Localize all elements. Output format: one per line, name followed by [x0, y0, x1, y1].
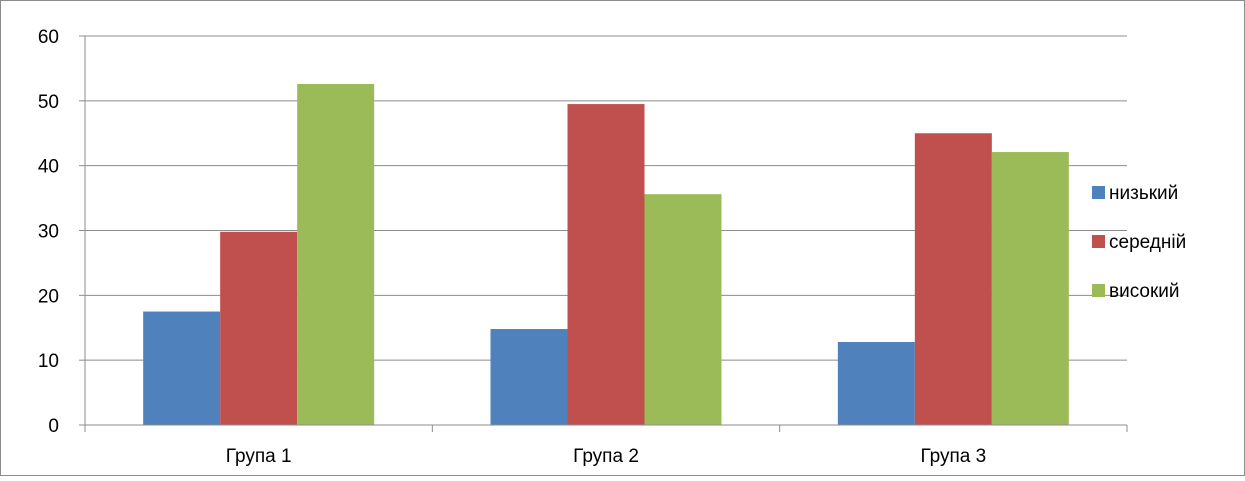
- bar-3-3: [991, 152, 1069, 425]
- y-tick-label: 20: [38, 286, 59, 307]
- legend-label: низький: [1109, 183, 1178, 204]
- y-tick-label: 0: [48, 416, 59, 437]
- x-tick-label: Група 2: [573, 446, 639, 467]
- bar-1-3: [297, 83, 375, 425]
- legend-swatch: [1092, 284, 1105, 297]
- bar-3-2: [914, 133, 992, 425]
- legend-label: середній: [1109, 232, 1186, 253]
- bar-1-1: [143, 311, 221, 425]
- bar-1-2: [220, 231, 298, 425]
- y-tick-label: 40: [38, 157, 59, 178]
- bar-2-3: [644, 194, 722, 425]
- y-tick-label: 30: [38, 222, 59, 243]
- y-tick-label: 10: [38, 351, 59, 372]
- y-tick-labels: 0 10 20 30 40 50 60: [38, 27, 59, 437]
- x-tick-labels: Група 1 Група 2 Група 3: [226, 446, 986, 467]
- bar-2-1: [490, 329, 568, 425]
- legend-swatch: [1092, 186, 1105, 199]
- bar-2-2: [567, 104, 645, 425]
- y-tick-label: 50: [38, 92, 59, 113]
- bar-3-1: [837, 342, 915, 425]
- legend-swatch: [1092, 235, 1105, 248]
- legend: низький середній високий: [1092, 183, 1186, 302]
- x-tick-label: Група 3: [920, 446, 986, 467]
- axes: [79, 35, 1128, 432]
- bars: [143, 83, 1069, 425]
- legend-label: високий: [1109, 281, 1180, 302]
- y-tick-label: 60: [38, 27, 59, 48]
- x-tick-label: Група 1: [226, 446, 292, 467]
